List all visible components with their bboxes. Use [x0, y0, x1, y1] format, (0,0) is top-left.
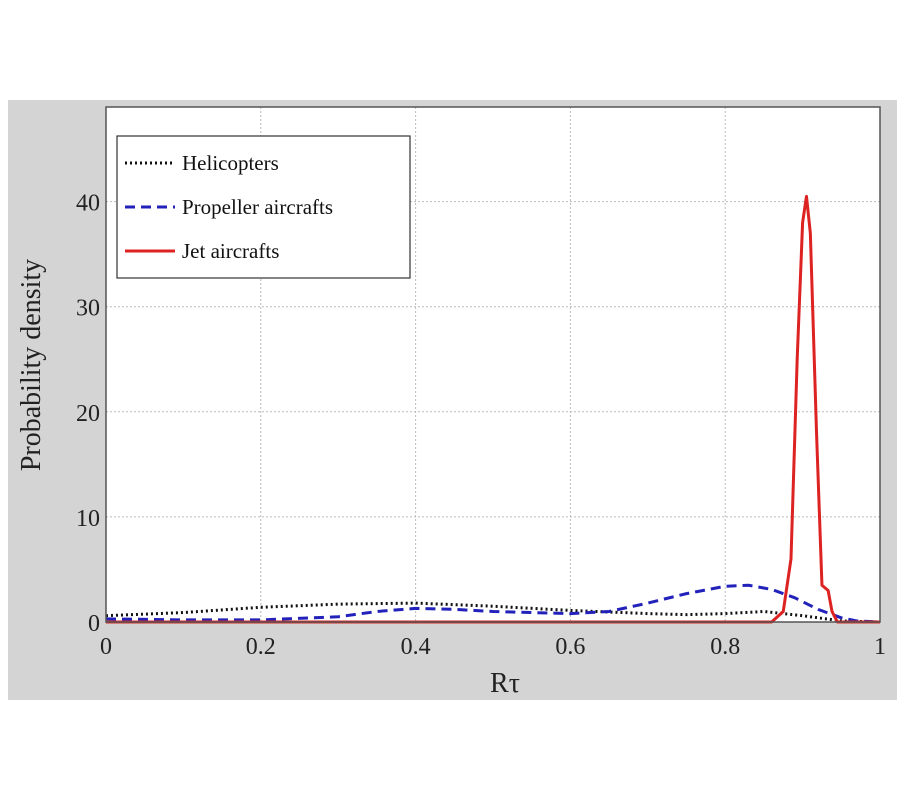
x-axis-label: Rτ — [490, 668, 520, 699]
x-ticks: 0 0.2 0.4 0.6 0.8 1 — [100, 634, 886, 660]
x-tick-label: 1 — [874, 634, 886, 660]
legend-label: Propeller aircrafts — [182, 195, 333, 219]
x-tick-label: 0.6 — [555, 634, 585, 660]
series-line-propeller-aircrafts — [105, 583, 881, 624]
y-tick-label: 40 — [76, 191, 100, 217]
y-axis-label: Probability density — [16, 259, 47, 471]
x-tick-label: 0.4 — [401, 634, 431, 660]
x-tick-label: 0.8 — [710, 634, 740, 660]
y-tick-label: 0 — [88, 611, 100, 637]
series-line-helicopters — [105, 601, 881, 624]
y-tick-label: 30 — [76, 296, 100, 322]
x-tick-label: 0.2 — [246, 634, 276, 660]
y-tick-label: 20 — [76, 401, 100, 427]
x-tick-label: 0 — [100, 634, 112, 660]
series-line-jet-aircrafts — [106, 194, 880, 624]
y-tick-label: 10 — [76, 506, 100, 532]
y-ticks: 0 10 20 30 40 — [76, 191, 100, 637]
legend-label: Jet aircrafts — [182, 239, 279, 263]
series-group — [105, 194, 881, 624]
legend-label: Helicopters — [182, 151, 279, 175]
plot-frame — [105, 106, 881, 623]
legend: Helicopters Propeller aircrafts Jet aircra… — [116, 135, 411, 279]
